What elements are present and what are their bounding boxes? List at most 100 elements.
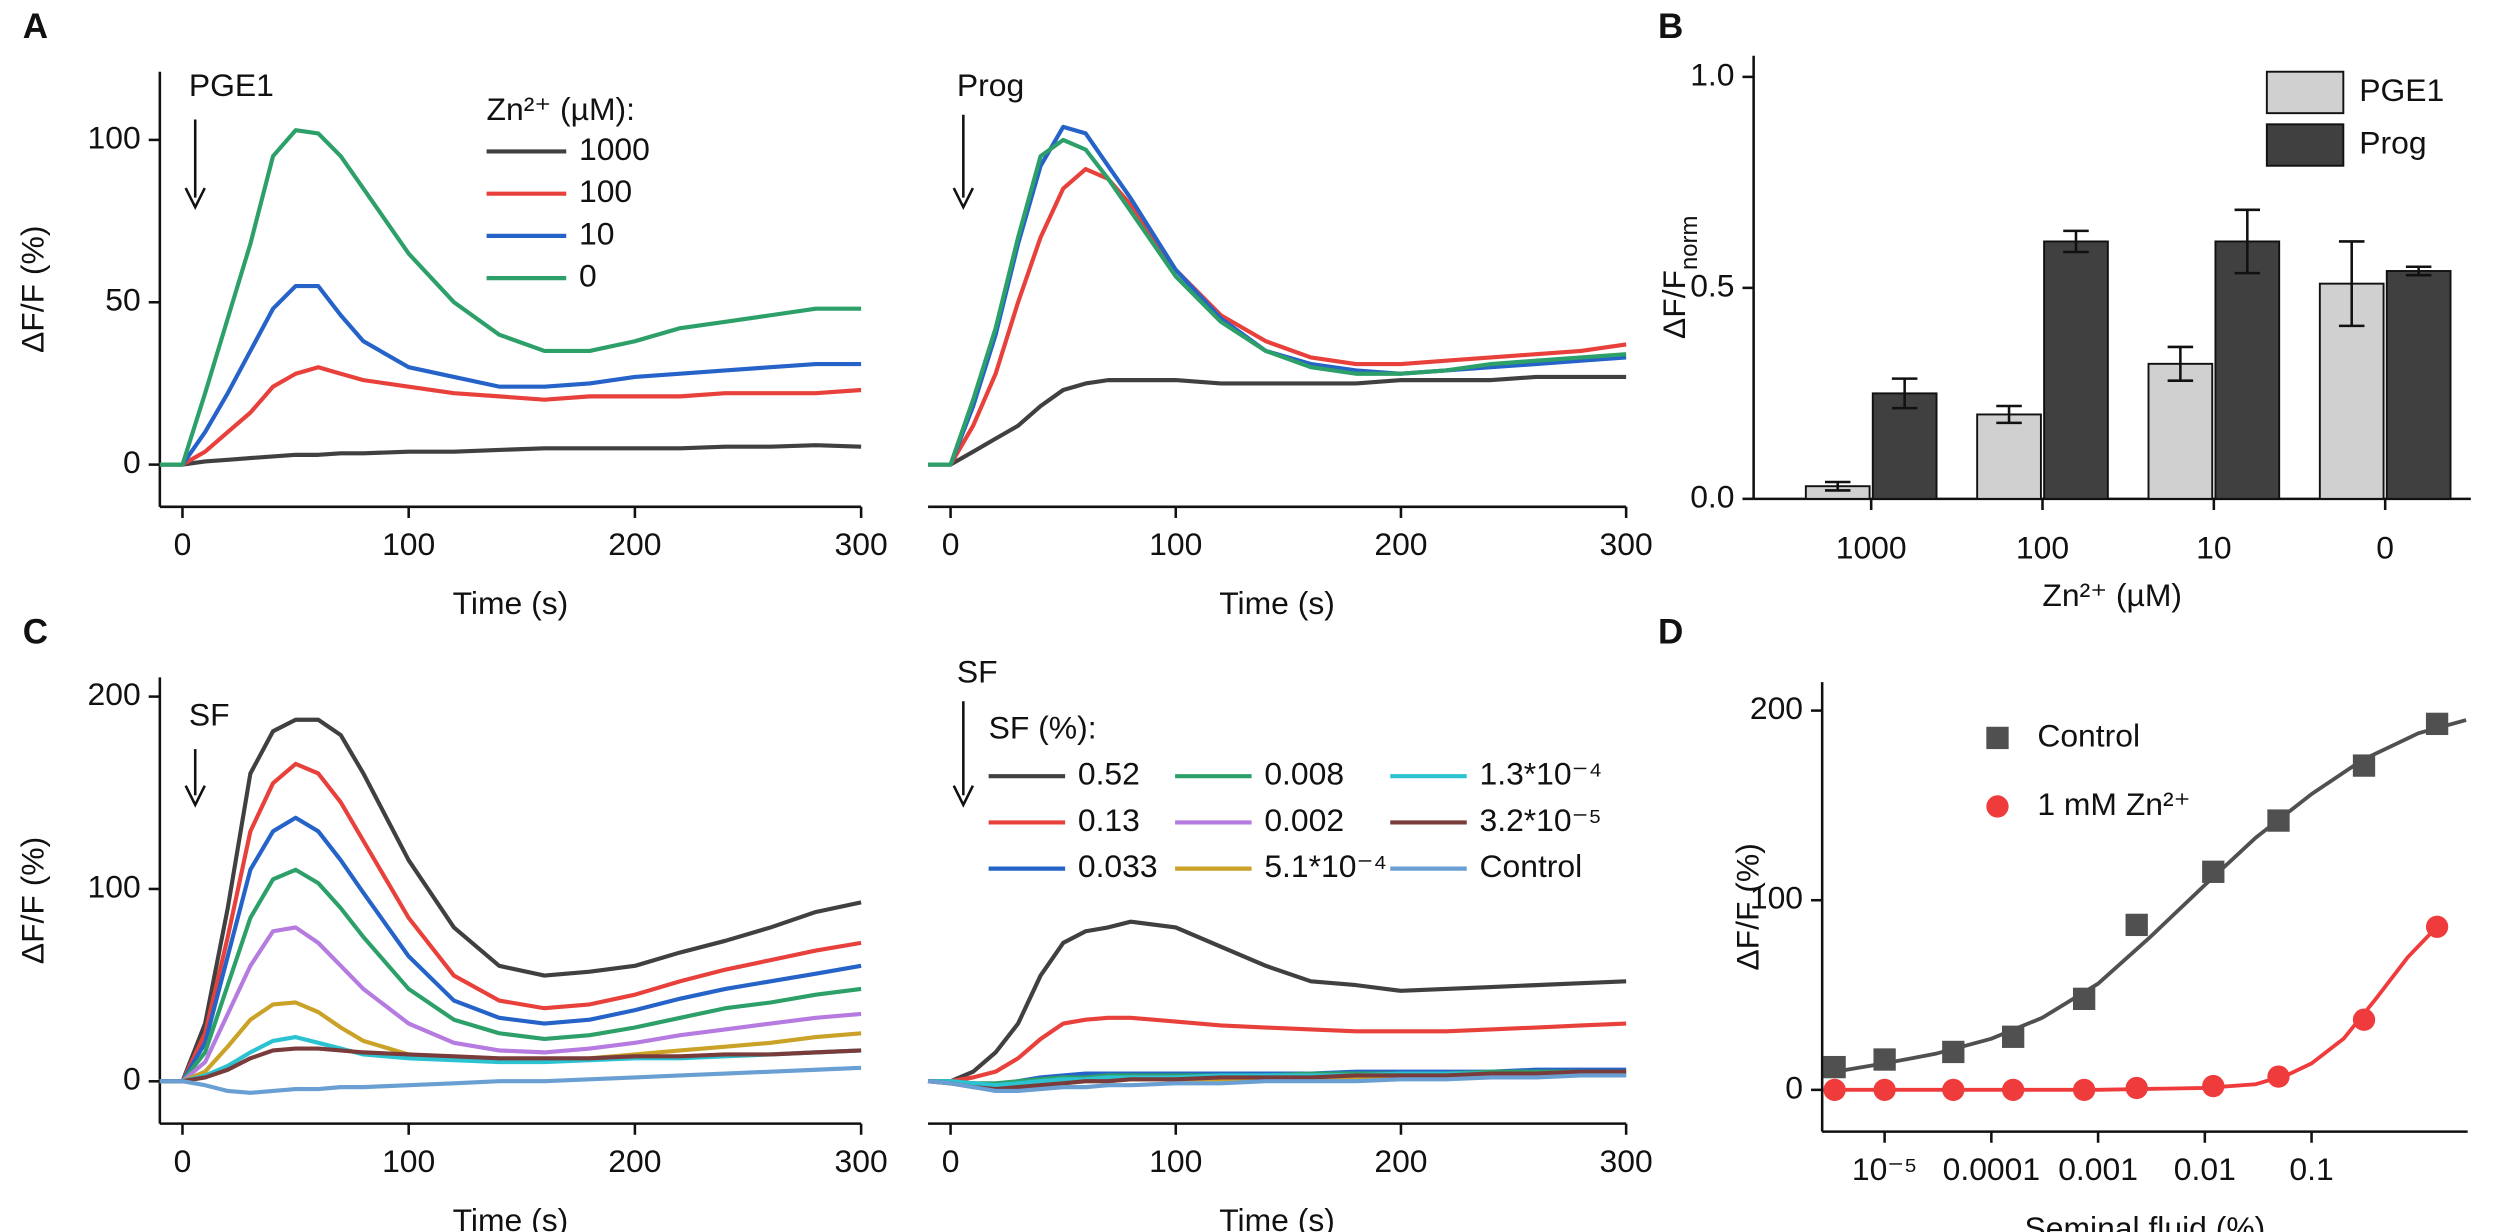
x-axis-label: Time (s) (453, 585, 569, 621)
series-line (159, 1065, 862, 1095)
point (2425, 712, 2449, 736)
series-line (928, 137, 1627, 467)
bar (1976, 413, 2042, 500)
y-tick-label: 0 (123, 444, 141, 480)
series-line (159, 1046, 862, 1084)
y-tick-label: 100 (88, 868, 141, 904)
x-tick-label: 200 (608, 1143, 661, 1179)
point (2072, 987, 2096, 1010)
series-line (159, 1000, 862, 1084)
x-axis-label: Time (s) (453, 1202, 569, 1232)
point (2125, 1076, 2148, 1100)
x-axis-label: Seminal fluid (%) (2025, 1210, 2266, 1232)
panel-letter: D (1658, 613, 1683, 652)
point (2267, 1065, 2290, 1088)
annotation-arrowhead (184, 187, 206, 211)
y-tick-label: 0.5 (1690, 267, 1734, 303)
series-line (159, 443, 862, 467)
legend-swatch (2265, 70, 2345, 115)
error-bar (2063, 229, 2089, 254)
x-tick-label: 10⁻⁵ (1852, 1151, 1917, 1187)
legend-title: Zn²⁺ (µM): (487, 91, 635, 127)
annotation-arrowhead (952, 785, 975, 808)
error-bar (2405, 265, 2432, 277)
series-line (159, 761, 862, 1084)
legend-title: SF (%): (989, 709, 1097, 745)
series-line (159, 867, 862, 1084)
legend-label: 0.008 (1264, 756, 1344, 792)
point (1873, 1078, 1896, 1102)
series-line (927, 1073, 1627, 1094)
y-axis-label-sub: norm (1676, 216, 1703, 270)
x-tick-label: 100 (2016, 529, 2069, 565)
point (2202, 860, 2225, 883)
point (2202, 1074, 2225, 1098)
legend-label: 1000 (579, 131, 650, 167)
series-line (928, 1015, 1627, 1084)
series-line (928, 167, 1627, 467)
x-tick-label: 300 (1600, 1143, 1653, 1179)
x-tick-label: 100 (1149, 1143, 1202, 1179)
x-tick-label: 0 (942, 526, 960, 562)
x-tick-label: 0 (174, 526, 192, 562)
bar (2214, 240, 2281, 500)
point (2001, 1078, 2025, 1102)
x-tick-label: 200 (1374, 526, 1427, 562)
series-line (159, 128, 862, 467)
legend-label: 1.3*10⁻⁴ (1480, 756, 1603, 792)
x-tick-label: 0.1 (2289, 1151, 2333, 1187)
legend-label: Control (1480, 848, 1583, 884)
legend-label: 0.52 (1078, 756, 1140, 792)
x-tick-label: 100 (382, 1143, 435, 1179)
legend-marker (1986, 726, 2009, 750)
point (2072, 1078, 2096, 1102)
series-line (159, 284, 862, 467)
x-axis-label: Time (s) (1219, 1202, 1335, 1232)
point (1942, 1078, 1965, 1102)
bar (2147, 362, 2214, 500)
error-bar (1996, 404, 2022, 425)
error-bar (1824, 480, 1851, 492)
legend-label: 1 mM Zn²⁺ (2037, 786, 2190, 822)
annotation: Prog (957, 67, 1024, 103)
panel-letter: A (23, 7, 48, 46)
legend-label: 10 (579, 215, 614, 251)
y-tick-label: 50 (105, 282, 140, 318)
point (2425, 915, 2449, 938)
point (2001, 1025, 2025, 1048)
x-tick-label: 0.001 (2058, 1151, 2138, 1187)
series-line (928, 919, 1627, 1084)
annotation: PGE1 (189, 67, 274, 103)
point (1823, 1078, 1846, 1102)
y-tick-label: 200 (1750, 690, 1803, 726)
annotation: SF (957, 654, 998, 690)
point (2267, 809, 2290, 832)
x-tick-label: 0 (942, 1143, 960, 1179)
y-tick-label: 100 (1750, 880, 1803, 916)
x-axis-label: Time (s) (1219, 585, 1335, 621)
series-line (159, 925, 862, 1084)
x-tick-label: 0 (2376, 529, 2394, 565)
legend-label: Control (2037, 717, 2140, 753)
point (1823, 1055, 1846, 1079)
x-tick-label: 0.0001 (1943, 1151, 2040, 1187)
annotation-arrowhead (184, 785, 206, 808)
legend-swatch (2265, 123, 2345, 167)
series-line (928, 374, 1627, 467)
legend-label: Prog (2359, 124, 2426, 160)
point (1873, 1048, 1896, 1071)
x-tick-label: 300 (835, 1143, 888, 1179)
x-tick-label: 200 (608, 526, 661, 562)
annotation-arrowhead (952, 187, 975, 211)
legend-label: 0 (579, 258, 597, 294)
legend-label: 5.1*10⁻⁴ (1264, 848, 1387, 884)
y-tick-label: 100 (88, 119, 141, 155)
legend-label: 100 (579, 173, 632, 209)
point (2125, 913, 2148, 937)
x-tick-label: 300 (1600, 526, 1653, 562)
y-axis-label-main: ΔF/F (%) (15, 837, 51, 964)
legend-label: 0.13 (1078, 802, 1140, 838)
x-tick-label: 100 (1149, 526, 1202, 562)
y-tick-label: 0.0 (1690, 478, 1734, 514)
